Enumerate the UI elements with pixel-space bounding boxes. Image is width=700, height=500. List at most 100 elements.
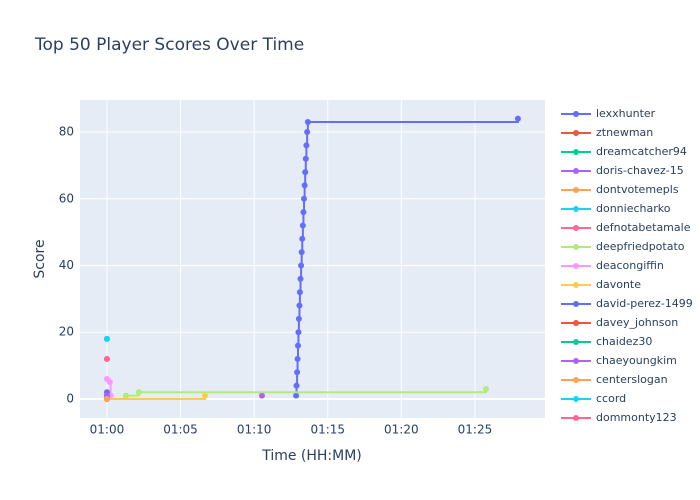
legend-item[interactable]: david-perez-1499 [561,297,693,310]
data-point [301,195,308,202]
data-point [201,392,208,399]
x-tick-label: 01:25 [458,423,493,437]
data-point [296,302,303,309]
data-point [514,115,521,122]
legend-marker [573,149,579,155]
data-point [301,182,308,189]
legend-marker [573,263,579,269]
legend-label: dontvotemepls [596,183,679,196]
x-tick-label: 01:10 [237,423,272,437]
x-tick-label: 01:05 [163,423,198,437]
data-point [293,382,300,389]
legend-item[interactable]: deacongiffin [561,259,664,272]
data-point [103,335,110,342]
legend-item[interactable]: davonte [561,278,641,291]
data-point [296,289,303,296]
data-point [122,392,129,399]
legend-marker [573,339,579,345]
legend-item[interactable]: deepfriedpotato [561,240,685,253]
legend-item[interactable]: dontvotemepls [561,183,679,196]
legend-label: ztnewman [596,126,653,139]
legend-label: ccord [596,392,626,405]
data-point [298,249,305,256]
legend-label: davey_johnson [596,316,678,329]
data-point [300,209,307,216]
legend-item[interactable]: defnotabetamale [561,221,691,234]
legend-marker [573,111,579,117]
data-point [299,235,306,242]
legend-label: dommonty123 [596,411,677,424]
data-point [295,315,302,322]
legend-label: doris-chavez-15 [596,164,684,177]
y-axis-title: Score [32,239,48,278]
data-point [297,275,304,282]
plot-background [80,100,545,418]
legend-item[interactable]: ccord [561,392,626,405]
plot-area [103,115,521,402]
data-point [298,262,305,269]
data-point [482,385,489,392]
legend-label: davonte [596,278,641,291]
legend-label: chaidez30 [596,335,652,348]
legend-item[interactable]: centerslogan [561,373,668,386]
legend-label: centerslogan [596,373,668,386]
data-point [295,342,302,349]
legend-label: deacongiffin [596,259,664,272]
legend-label: dreamcatcher94 [596,145,687,158]
data-point [103,355,110,362]
legend-item[interactable]: dreamcatcher94 [561,145,687,158]
y-tick-label: 80 [59,125,74,139]
legend-marker [573,130,579,136]
legend-item[interactable]: lexxhunter [561,107,656,120]
data-point [303,142,310,149]
legend-item[interactable]: chaidez30 [561,335,652,348]
legend-label: david-perez-1499 [596,297,693,310]
legend-item[interactable]: donniecharko [561,202,671,215]
legend-marker [573,377,579,383]
data-point [302,155,309,162]
legend-marker [573,320,579,326]
data-point [294,369,301,376]
legend-label: defnotabetamale [596,221,691,234]
legend-marker [573,244,579,250]
data-point [299,222,306,229]
chart-title: Top 50 Player Scores Over Time [34,35,304,55]
x-axis-title: Time (HH:MM) [261,448,362,464]
legend-marker [573,282,579,288]
x-tick-label: 01:15 [310,423,345,437]
legend-marker [573,225,579,231]
legend-label: lexxhunter [596,107,656,120]
legend-marker [573,301,579,307]
legend-item[interactable]: dommonty123 [561,411,677,424]
data-point [293,392,300,399]
data-point [258,392,265,399]
data-point [304,119,311,126]
data-point [294,355,301,362]
legend-label: deepfriedpotato [596,240,685,253]
data-point [295,329,302,336]
legend-marker [573,168,579,174]
legend-label: donniecharko [596,202,671,215]
legend-item[interactable]: ztnewman [561,126,653,139]
data-point [103,395,110,402]
y-tick-label: 60 [59,191,74,205]
data-point [106,379,113,386]
data-point [302,169,309,176]
legend-marker [573,206,579,212]
legend-label: chaeyoungkim [596,354,677,367]
legend-item[interactable]: davey_johnson [561,316,678,329]
legend-item[interactable]: chaeyoungkim [561,354,677,367]
legend-marker [573,396,579,402]
y-tick-label: 20 [59,325,74,339]
legend-marker [573,415,579,421]
y-tick-label: 0 [66,391,74,405]
legend-item[interactable]: doris-chavez-15 [561,164,684,177]
grid [80,100,545,418]
y-tick-label: 40 [59,258,74,272]
legend-marker [573,187,579,193]
data-point [135,389,142,396]
x-tick-label: 01:00 [90,423,125,437]
x-tick-label: 01:20 [384,423,419,437]
data-point [304,129,311,136]
legend-marker [573,358,579,364]
